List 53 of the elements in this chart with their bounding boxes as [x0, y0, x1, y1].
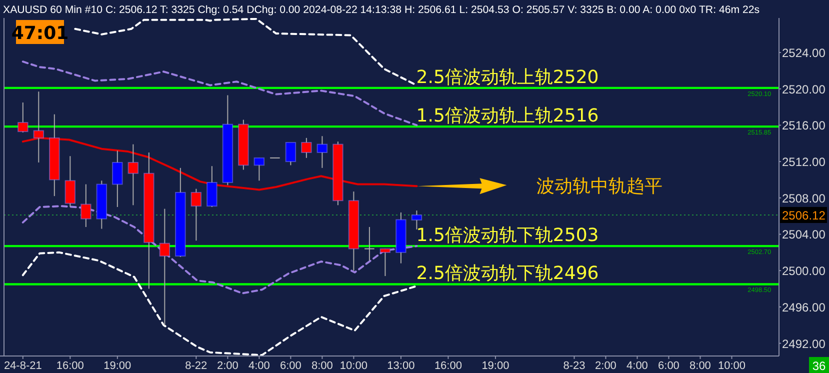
- ref-line-label: 2506.12: [782, 208, 826, 222]
- y-tick-label: 2496.00: [782, 300, 826, 314]
- x-tick-label: 13:00: [387, 360, 415, 372]
- x-tick-label: 19:00: [482, 360, 510, 372]
- candlestick: [190, 188, 202, 242]
- x-tick-label: 24-8-21: [4, 360, 42, 372]
- candlestick: [80, 184, 92, 228]
- candlestick: [64, 156, 76, 208]
- ref-line-label: 1.5倍波动轨下轨2503: [416, 225, 599, 246]
- line-series: [22, 60, 418, 126]
- x-tick-label: 6:00: [280, 360, 302, 372]
- x-tick-label: 6:00: [658, 360, 680, 372]
- candlestick: [112, 150, 123, 208]
- candlestick: [254, 157, 265, 182]
- candlestick: [128, 144, 139, 206]
- candlestick: [380, 248, 391, 277]
- x-tick-label: 8-22: [185, 360, 208, 372]
- annotation: 波动轨中轨趋平: [536, 176, 663, 198]
- ref-line-label: 2.5倍波动轨下轨2496: [416, 263, 599, 284]
- x-tick-label: 16:00: [434, 360, 462, 372]
- x-tick-label: 4:00: [626, 360, 648, 372]
- x-tick-label: 19:00: [104, 360, 132, 372]
- line-series: [22, 205, 418, 294]
- y-tick-label: 2492.00: [782, 336, 826, 351]
- ref-line-label: 2.5倍波动轨上轨2520: [416, 66, 599, 88]
- y-tick-label: 2500.00: [782, 264, 826, 278]
- candlestick: [301, 137, 312, 158]
- y-tick-label: 2520.00: [782, 82, 826, 96]
- x-tick-label: 16:00: [56, 360, 84, 372]
- x-tick-label: 2:00: [216, 360, 238, 372]
- x-tick-label: 2:00: [595, 360, 616, 372]
- candlestick: [206, 166, 218, 208]
- candlestick: [285, 142, 296, 166]
- x-tick-label: 10:00: [340, 360, 368, 372]
- x-tick-label: 4:00: [248, 360, 270, 372]
- chart-title: XAUUSD 60 Min #10 C: 2506.12 T: 3325 Chg: 0.54 DChg: 0.00 2024-08-22 14:13:38 H: 2506.61 L: 2504.53 O: 2505.57 V: 3325 B: 0.00 A: 0.00 0x0 TR: 46m 22s: [3, 4, 760, 16]
- y-tick-label: 2512.00: [782, 155, 826, 170]
- y-tick-label: 2508.00: [782, 191, 826, 206]
- x-tick-label: 8-23: [563, 360, 586, 372]
- y-tick-label: 2524.00: [782, 46, 826, 60]
- candlestick: [364, 226, 375, 262]
- candlestick: [159, 208, 170, 326]
- y-tick-label: 2504.00: [782, 228, 826, 242]
- x-tick-label: 8:00: [690, 360, 711, 372]
- ref-line-label: 1.5倍波动轨上轨2516: [416, 106, 599, 127]
- x-tick-label: 10:00: [718, 360, 746, 372]
- text: 36: [812, 359, 826, 373]
- y-tick-label: 2516.00: [782, 118, 826, 133]
- candlestick: [18, 102, 28, 133]
- candlestick: [316, 136, 328, 168]
- line-series: [22, 251, 418, 356]
- x-tick-label: 8:00: [311, 360, 333, 372]
- candlestick: [33, 91, 44, 163]
